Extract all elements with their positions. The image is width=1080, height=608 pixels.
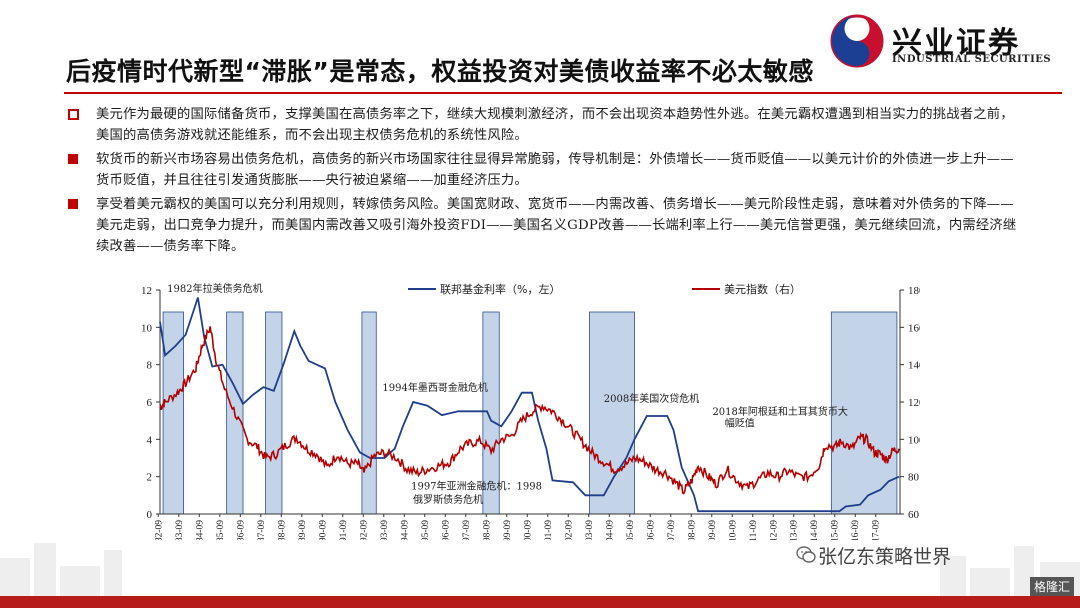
footer-red-bar (0, 596, 1080, 608)
x-tick-label: 2002-09 (564, 520, 574, 540)
page-title: 后疫情时代新型“滞胀”是常态，权益投资对美债收益率不必太敏感 (66, 57, 814, 86)
bullet-item: 美元作为最硬的国际储备货币，支撑美国在高债务率之下，继续大规模刺激经济，而不会出… (66, 104, 1026, 146)
legend-label: 联邦基金利率（%，左） (440, 282, 560, 296)
x-tick-label: 1996-09 (441, 520, 451, 540)
x-tick-label: 2016-09 (851, 520, 861, 540)
left-tick-label: 10 (141, 322, 153, 334)
bullet-text: 美元作为最硬的国际储备货币，支撑美国在高债务率之下，继续大规模刺激经济，而不会出… (96, 107, 1014, 143)
logo-english-name: INDUSTRIAL SECURITIES (892, 54, 1052, 65)
crisis-period-band (361, 311, 377, 515)
x-tick-label: 1983-09 (175, 520, 185, 540)
logo-chinese-name: 兴业证券 (892, 26, 1020, 61)
right-tick-label: 80 (908, 472, 920, 484)
x-tick-label: 2011-09 (749, 520, 759, 540)
solid-square-bullet-icon (68, 154, 78, 164)
x-tick-label: 2008-09 (687, 520, 697, 540)
x-tick-label: 1993-09 (380, 520, 390, 540)
x-tick-label: 2015-09 (831, 520, 841, 540)
crisis-period-band (589, 311, 635, 515)
chart-annotation: 1994年墨西哥金融危机 (382, 381, 487, 394)
x-tick-label: 1995-09 (421, 520, 431, 540)
crisis-period-band (830, 311, 898, 515)
bullet-text: 享受着美元霸权的美国可以充分利用规则，转嫁债务风险。美国宽财政、宽货币——内需改… (96, 197, 1017, 254)
x-tick-label: 1986-09 (236, 520, 246, 540)
solid-square-bullet-icon (68, 199, 78, 209)
watermark-text: 张亿东策略世界 (818, 546, 952, 568)
x-tick-label: 2010-09 (728, 520, 738, 540)
x-tick-label: 2007-09 (667, 520, 677, 540)
x-tick-label: 2014-09 (810, 520, 820, 540)
corner-badge: 格隆汇 (1029, 577, 1074, 596)
x-tick-label: 2013-09 (790, 520, 800, 540)
right-tick-label: 60 (908, 509, 920, 521)
right-tick-label: 160 (908, 322, 920, 334)
left-tick-label: 8 (147, 360, 153, 372)
x-tick-label: 1984-09 (195, 520, 205, 540)
x-tick-label: 1999-09 (503, 520, 513, 540)
x-tick-label: 2006-09 (646, 520, 656, 540)
bullet-list: 美元作为最硬的国际储备货币，支撑美国在高债务率之下，继续大规模刺激经济，而不会出… (66, 104, 1026, 260)
x-tick-label: 1988-09 (277, 520, 287, 540)
chart-annotation: 幅贬值 (725, 416, 755, 429)
crisis-period-band (265, 311, 283, 515)
left-tick-label: 0 (147, 509, 153, 521)
right-tick-label: 180 (908, 285, 920, 297)
chart-annotation: 2008年美国次贷危机 (604, 392, 699, 405)
wechat-icon (796, 546, 816, 563)
right-tick-label: 140 (908, 360, 920, 372)
x-tick-label: 2009-09 (708, 520, 718, 540)
left-tick-label: 2 (147, 472, 153, 484)
bullet-item: 享受着美元霸权的美国可以充分利用规则，转嫁债务风险。美国宽财政、宽货币——内需改… (66, 194, 1026, 257)
legend-label: 美元指数（右） (724, 282, 801, 296)
chart-annotation: 2018年阿根廷和土耳其货币大 (712, 405, 847, 418)
x-tick-label: 1994-09 (400, 520, 410, 540)
bullet-text: 软货币的新兴市场容易出债务危机，高债务的新兴市场国家往往显得异常脆弱，传导机制是… (96, 152, 1014, 188)
hollow-square-bullet-icon (68, 109, 79, 120)
left-tick-label: 6 (147, 397, 153, 409)
x-tick-label: 1998-09 (482, 520, 492, 540)
x-tick-label: 1985-09 (216, 520, 226, 540)
x-tick-label: 1997-09 (462, 520, 472, 540)
right-tick-label: 100 (908, 434, 920, 446)
bullet-item: 软货币的新兴市场容易出债务危机，高债务的新兴市场国家往往显得异常脆弱，传导机制是… (66, 149, 1026, 191)
chart-annotation: 俄罗斯债务危机 (413, 493, 483, 506)
left-tick-label: 4 (147, 434, 153, 446)
company-logo: 兴业证券 INDUSTRIAL SECURITIES (830, 8, 1060, 68)
x-tick-label: 2003-09 (585, 520, 595, 540)
logo-mark-icon (830, 14, 884, 68)
x-tick-label: 1987-09 (257, 520, 267, 540)
crisis-period-band (162, 311, 184, 515)
x-tick-label: 2017-09 (872, 520, 882, 540)
chart-annotation: 1982年拉美债务危机 (167, 282, 262, 295)
x-tick-label: 1989-09 (298, 520, 308, 540)
title-divider (64, 92, 1062, 94)
x-tick-label: 2001-09 (544, 520, 554, 540)
x-tick-label: 1982-09 (154, 520, 164, 540)
x-tick-label: 2000-09 (523, 520, 533, 540)
x-tick-label: 1990-09 (318, 520, 328, 540)
x-tick-label: 1992-09 (359, 520, 369, 540)
x-tick-label: 2012-09 (769, 520, 779, 540)
dollar-index-line (159, 326, 900, 495)
right-tick-label: 120 (908, 397, 920, 409)
rate-dxy-chart: 0 2 4 6 8 10 12 60 80 100 120 140 160 180 1982-09 1983-… (141, 282, 920, 540)
x-tick-label: 2005-09 (626, 520, 636, 540)
chart-annotation: 1997年亚洲金融危机：1998 (411, 480, 542, 493)
x-tick-label: 2004-09 (605, 520, 615, 540)
x-tick-label: 1991-09 (339, 520, 349, 540)
fed-funds-rate-line (159, 297, 900, 513)
left-tick-label: 12 (141, 285, 152, 297)
